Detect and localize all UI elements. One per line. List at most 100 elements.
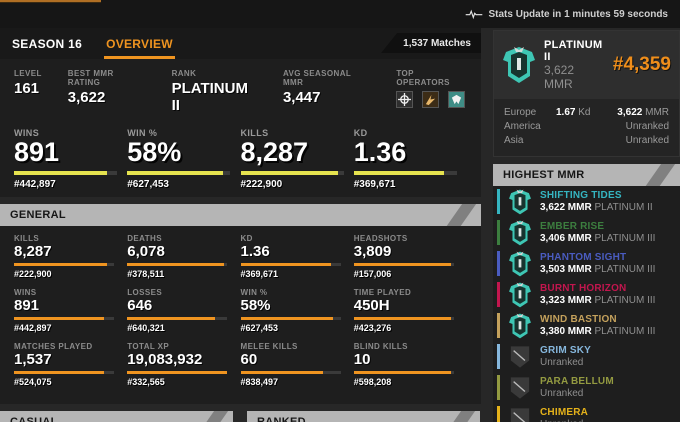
casual-panel: CASUAL	[0, 411, 233, 422]
top-operator-3-icon[interactable]	[448, 91, 466, 108]
season-color-bar	[497, 220, 500, 245]
season-list-item[interactable]: PHANTOM SIGHT 3,503 MMR PLATINUM III	[493, 248, 680, 279]
ranked-section-header: RANKED	[247, 411, 480, 422]
general-stat: TOTAL XP 19,083,932 #332,565	[127, 342, 240, 387]
percentile-bar	[14, 263, 114, 266]
general-stat-rank: #369,671	[240, 269, 279, 279]
general-stat: WINS 891 #442,897	[14, 288, 127, 333]
rank-stat: RANK PLATINUM II	[171, 69, 248, 114]
hero-stat-label: KILLS	[240, 128, 269, 138]
unranked-icon	[510, 407, 530, 422]
season-color-bar	[497, 406, 500, 422]
region-name: America	[504, 121, 541, 132]
hero-stat-value: 1.36	[353, 137, 407, 167]
season-list-item[interactable]: WIND BASTION 3,380 MMR PLATINUM III	[493, 310, 680, 341]
general-stat-value: 3,809	[353, 243, 392, 260]
general-stat-label: TIME PLAYED	[353, 288, 412, 297]
season-mmr-line: Unranked	[540, 356, 584, 368]
hero-stat: KILLS 8,287 #222,900	[240, 128, 354, 190]
general-stat-label: HEADSHOTS	[353, 234, 408, 243]
general-stat-value: 58%	[240, 297, 271, 314]
region-name: Europe	[504, 107, 537, 118]
percentile-bar	[240, 263, 341, 266]
general-stat: HEADSHOTS 3,809 #157,006	[353, 234, 467, 279]
season-mmr-line: Unranked	[540, 387, 584, 399]
general-stat-rank: #378,511	[127, 269, 165, 279]
general-stat: BLIND KILLS 10 #598,208	[353, 342, 467, 387]
region-table: Europe 1.67 Kd 3,622 MMR America Unranke…	[494, 99, 679, 156]
level-stat: LEVEL 161	[14, 69, 42, 97]
season-list-item[interactable]: BURNT HORIZON 3,323 MMR PLATINUM III	[493, 279, 680, 310]
season-mmr-line: 3,323 MMR PLATINUM III	[540, 294, 656, 306]
platinum-rank-icon	[509, 251, 531, 276]
season-name: BURNT HORIZON	[540, 282, 627, 294]
matches-count-badge: 1,537 Matches	[381, 33, 481, 53]
percentile-bar	[14, 371, 114, 374]
region-row: Europe 1.67 Kd 3,622 MMR	[504, 106, 669, 120]
percentile-bar	[353, 317, 454, 320]
percentile-bar	[240, 171, 344, 176]
general-stat-value: 19,083,932	[127, 351, 203, 368]
overview-panel: SEASON 16 OVERVIEW 1,537 Matches LEVEL 1…	[0, 28, 481, 197]
season-list-item[interactable]: PARA BELLUM Unranked	[493, 372, 680, 403]
platinum-rank-icon	[503, 47, 535, 83]
season-list-item[interactable]: EMBER RISE 3,406 MMR PLATINUM III	[493, 217, 680, 248]
hero-stat-label: KD	[353, 128, 368, 138]
general-stat: WIN % 58% #627,453	[240, 288, 354, 333]
general-stat-value: 8,287	[14, 243, 52, 260]
season-list-item[interactable]: GRIM SKY Unranked	[493, 341, 680, 372]
general-stat: MATCHES PLAYED 1,537 #524,075	[14, 342, 127, 387]
season-list-item[interactable]: CHIMERA Unranked	[493, 403, 680, 422]
percentile-bar	[353, 171, 457, 176]
unranked-icon	[510, 376, 530, 399]
top-operator-2-icon[interactable]	[422, 91, 440, 108]
hero-stat: WINS 891 #442,897	[14, 128, 127, 190]
season-mmr-line: 3,622 MMR PLATINUM II	[540, 201, 653, 213]
hero-stat-label: WIN %	[127, 128, 158, 138]
general-stat: DEATHS 6,078 #378,511	[127, 234, 240, 279]
general-stat-label: KD	[240, 234, 253, 243]
general-stat-value: 646	[127, 297, 153, 314]
general-stat-rank: #627,453	[240, 323, 279, 333]
general-stat-label: LOSSES	[127, 288, 163, 297]
general-stat-rank: #598,208	[353, 377, 392, 387]
hero-stat-label: WINS	[14, 128, 40, 138]
general-stats-grid: KILLS 8,287 #222,900 DEATHS 6,078 #378,5…	[0, 226, 481, 396]
hero-stat: KD 1.36 #369,671	[353, 128, 467, 190]
general-stat-label: KILLS	[14, 234, 40, 243]
general-stat: TIME PLAYED 450H #423,276	[353, 288, 467, 333]
top-operator-1-icon[interactable]	[396, 91, 414, 108]
percentile-bar	[127, 171, 231, 176]
general-panel: GENERAL KILLS 8,287 #222,900 DEATHS 6,07…	[0, 204, 481, 404]
season-list-item[interactable]: SHIFTING TIDES 3,622 MMR PLATINUM II	[493, 186, 680, 217]
season-name: GRIM SKY	[540, 344, 592, 356]
general-stat: LOSSES 646 #640,321	[127, 288, 240, 333]
general-stat-rank: #157,006	[353, 269, 392, 279]
region-row: America Unranked	[504, 120, 669, 134]
season-name: SHIFTING TIDES	[540, 189, 622, 201]
general-stat-value: 10	[353, 351, 371, 368]
platinum-rank-icon	[509, 313, 531, 338]
general-stat-value: 6,078	[127, 243, 165, 260]
hero-stats-row: WINS 891 #442,897 WIN % 58% #627,453 KIL…	[0, 114, 481, 190]
general-stat: KD 1.36 #369,671	[240, 234, 354, 279]
season-mmr-line: 3,380 MMR PLATINUM III	[540, 325, 656, 337]
hero-stat-value: 8,287	[240, 137, 309, 167]
general-stat-value: 60	[240, 351, 258, 368]
season-mmr-line: Unranked	[540, 419, 588, 422]
general-stat-rank: #423,276	[353, 323, 392, 333]
current-rank-card: PLATINUM II 3,622 MMR #4,359 Europe 1.67…	[493, 30, 680, 157]
tab-overview[interactable]: OVERVIEW	[94, 28, 185, 59]
percentile-bar	[240, 317, 341, 320]
general-stat-value: 1,537	[14, 351, 52, 368]
loading-progress-bar	[0, 0, 101, 3]
general-stat-rank: #332,565	[127, 377, 165, 387]
top-operators: TOP OPERATORS	[396, 69, 467, 114]
tab-season-16[interactable]: SEASON 16	[12, 36, 83, 51]
percentile-bar	[240, 371, 341, 374]
general-stat-label: MELEE KILLS	[240, 342, 298, 351]
top-status-bar: Stats Update in 1 minutes 59 seconds	[0, 0, 680, 28]
general-stat-label: MATCHES PLAYED	[14, 342, 93, 351]
stats-update-status: Stats Update in 1 minutes 59 seconds	[488, 8, 669, 20]
season-mmr-line: 3,503 MMR PLATINUM III	[540, 263, 656, 275]
